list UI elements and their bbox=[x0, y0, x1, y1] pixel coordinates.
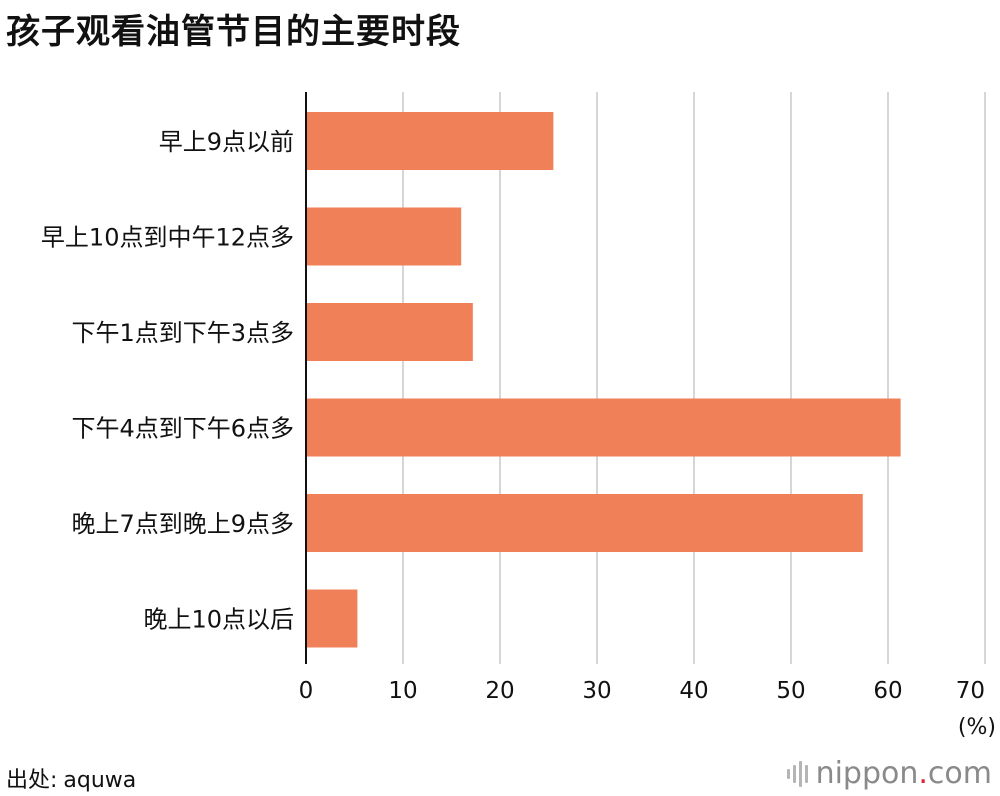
brand-name: nippon bbox=[815, 756, 919, 791]
bar bbox=[306, 494, 863, 552]
x-tick-label: 70 bbox=[956, 678, 985, 704]
logo-bars-icon bbox=[786, 760, 808, 787]
category-label: 下午4点到下午6点多 bbox=[71, 415, 294, 443]
category-labels: 早上9点以前早上10点到中午12点多下午1点到下午3点多下午4点到下午6点多晚上… bbox=[41, 128, 294, 634]
brand-tld: com bbox=[927, 756, 992, 791]
x-tick-label: 20 bbox=[485, 678, 514, 704]
x-tick-label: 0 bbox=[299, 678, 314, 704]
source-label: 出处: bbox=[6, 768, 58, 793]
x-tick-label: 30 bbox=[582, 678, 611, 704]
x-tick-label: 40 bbox=[679, 678, 708, 704]
gridlines bbox=[402, 92, 986, 664]
bar bbox=[306, 207, 462, 266]
category-label: 晚上7点到晚上9点多 bbox=[71, 510, 294, 538]
category-label: 早上9点以前 bbox=[159, 128, 294, 156]
category-label: 早上10点到中午12点多 bbox=[41, 224, 294, 252]
chart-title: 孩子观看油管节目的主要时段 bbox=[6, 12, 461, 52]
brand-dot: . bbox=[918, 756, 928, 791]
bars bbox=[306, 112, 901, 648]
axis-unit-label: (%) bbox=[958, 715, 996, 740]
bar bbox=[306, 303, 473, 361]
x-tick-label: 50 bbox=[776, 678, 805, 704]
x-tick-label: 60 bbox=[873, 678, 902, 704]
bar bbox=[306, 589, 358, 648]
x-tick-label: 10 bbox=[388, 678, 417, 704]
tick-labels: 0 10 20 30 40 50 60 70 bbox=[299, 678, 985, 704]
bar bbox=[306, 112, 554, 170]
source-value: aquwa bbox=[63, 768, 137, 793]
source-note: 出处: aquwa bbox=[6, 762, 136, 794]
bar bbox=[306, 398, 901, 457]
category-label: 晚上10点以后 bbox=[143, 606, 294, 634]
category-label: 下午1点到下午3点多 bbox=[71, 319, 294, 347]
nippon-logo: nippon. com bbox=[786, 756, 992, 791]
